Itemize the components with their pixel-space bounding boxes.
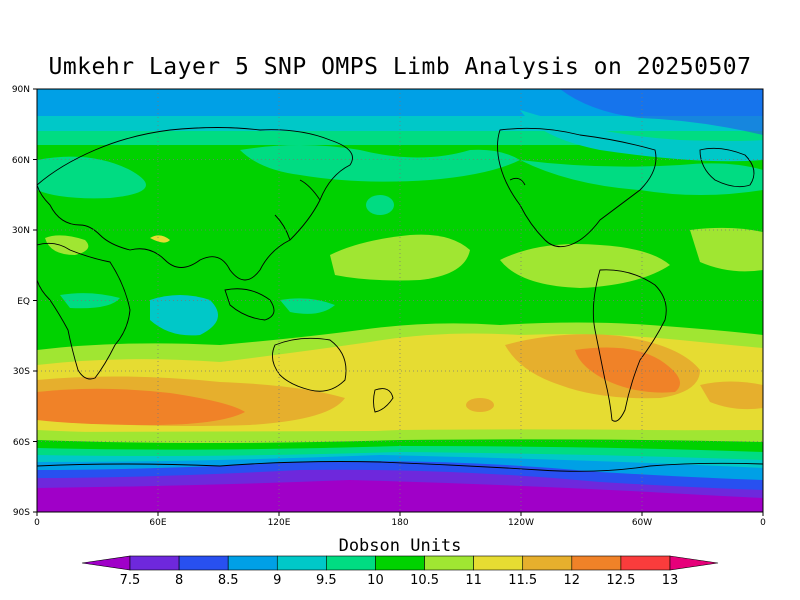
- coastlines: [37, 127, 763, 472]
- colorbar-segment: [326, 555, 376, 571]
- colorbar-arrow-high: [669, 555, 719, 571]
- lon-label-60e: 60E: [149, 518, 166, 528]
- colorbar-segment: [276, 555, 327, 571]
- colorbar-segment: [227, 555, 278, 571]
- lat-axis: [33, 88, 37, 513]
- colorbar-segment: [424, 555, 474, 571]
- lat-label-30s: 30S: [13, 367, 30, 377]
- colorbar-segment: [620, 555, 671, 571]
- colorbar-label: 7.5: [120, 573, 141, 588]
- colorbar: 7.5 8 8.5 9 9.5 10 10.5 11 11.5 12 12.5 13: [81, 555, 719, 588]
- colorbar-arrow-low: [81, 555, 131, 571]
- colorbar-label: 12.5: [606, 573, 635, 588]
- map-title: Umkehr Layer 5 SNP OMPS Limb Analysis on…: [48, 54, 752, 80]
- graticule: [37, 89, 763, 512]
- colorbar-segment: [522, 555, 573, 571]
- colorbar-label: 8.5: [218, 573, 239, 588]
- colorbar-segment: [571, 555, 622, 571]
- colorbar-label: 11.5: [508, 573, 537, 588]
- lon-label-120e: 120E: [268, 518, 291, 528]
- lon-label-0-right: 0: [760, 518, 766, 528]
- colorbar-label: 12: [564, 573, 581, 588]
- colorbar-label: 10: [367, 573, 384, 588]
- lon-label-0: 0: [34, 518, 40, 528]
- colorbar-title: Dobson Units: [338, 536, 462, 556]
- colorbar-label: 9: [273, 573, 281, 588]
- colorbar-segment: [178, 555, 229, 571]
- lat-label-60n: 60N: [12, 156, 30, 166]
- lon-label-120w: 120W: [508, 518, 534, 528]
- lat-label-eq: EQ: [17, 297, 30, 307]
- colorbar-label: 10.5: [410, 573, 439, 588]
- ozone-field: [37, 89, 763, 512]
- lat-label-60s: 60S: [13, 438, 30, 448]
- lat-label-90n: 90N: [12, 85, 30, 95]
- colorbar-segment: [473, 555, 524, 571]
- lat-label-30n: 30N: [12, 226, 30, 236]
- lon-label-180: 180: [391, 518, 408, 528]
- lat-label-90s: 90S: [13, 508, 30, 518]
- colorbar-segment: [129, 555, 180, 571]
- colorbar-label: 13: [662, 573, 679, 588]
- colorbar-segment: [375, 555, 425, 571]
- colorbar-label: 8: [175, 573, 183, 588]
- lon-axis: [36, 512, 764, 516]
- colorbar-label: 11: [465, 573, 482, 588]
- colorbar-label: 9.5: [316, 573, 337, 588]
- lon-label-60w: 60W: [632, 518, 652, 528]
